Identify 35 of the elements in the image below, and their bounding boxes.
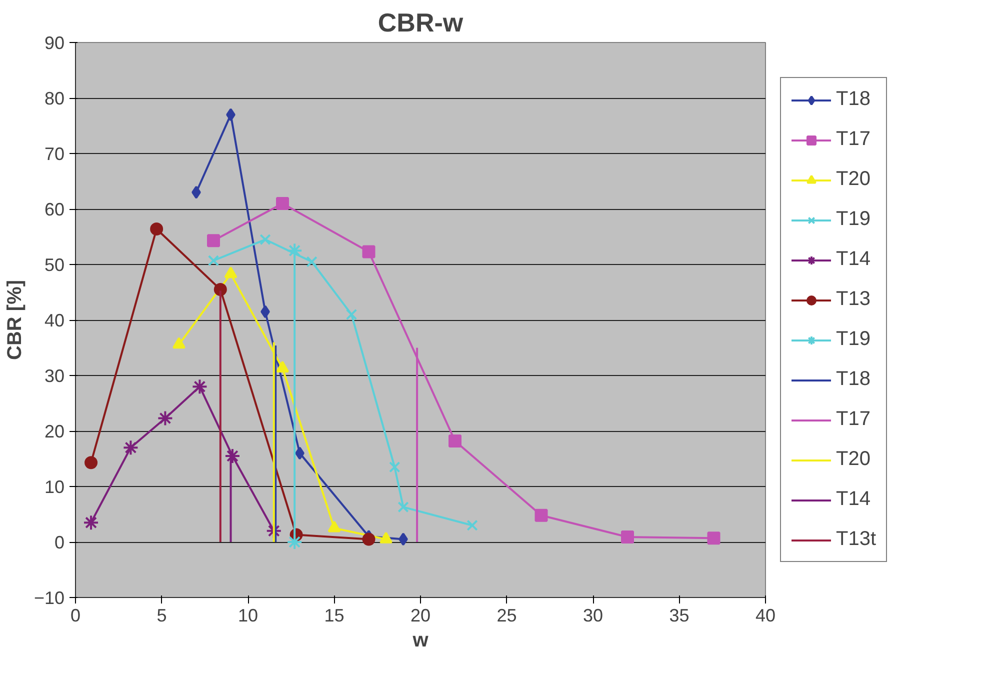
y-tick-label: −10 bbox=[34, 588, 65, 608]
x-tick-label: 35 bbox=[669, 606, 690, 626]
y-tick-label: 30 bbox=[44, 366, 65, 386]
legend-label: T14 bbox=[836, 488, 870, 511]
x-tick-label: 10 bbox=[238, 606, 258, 626]
legend-label: T14 bbox=[836, 248, 870, 271]
y-tick-label: 50 bbox=[44, 255, 65, 275]
legend-label: T19 bbox=[836, 328, 870, 351]
y-tick-label: 80 bbox=[44, 88, 65, 108]
x-tick-label: 15 bbox=[324, 606, 344, 626]
legend-label: T13t bbox=[836, 528, 876, 551]
legend-label: T18 bbox=[836, 88, 870, 111]
x-tick-label: 25 bbox=[496, 606, 517, 626]
y-tick-label: 70 bbox=[44, 144, 65, 164]
legend-label: T18 bbox=[836, 368, 870, 391]
x-tick-label: 0 bbox=[70, 606, 81, 626]
y-tick-label: 90 bbox=[44, 33, 65, 53]
x-axis-title: w bbox=[412, 630, 429, 652]
y-tick-label: 20 bbox=[44, 422, 65, 442]
legend-label: T19 bbox=[836, 208, 870, 231]
x-tick-label: 5 bbox=[156, 606, 167, 626]
legend-label: T17 bbox=[836, 128, 870, 151]
y-tick-label: 10 bbox=[44, 477, 65, 497]
y-tick-label: 0 bbox=[54, 532, 65, 552]
y-tick-label: 40 bbox=[44, 310, 65, 330]
legend-label: T13 bbox=[836, 288, 870, 311]
x-tick-label: 20 bbox=[410, 606, 431, 626]
x-tick-label: 40 bbox=[755, 606, 776, 626]
legend-label: T17 bbox=[836, 408, 870, 431]
x-tick-label: 30 bbox=[582, 606, 604, 626]
y-tick-label: 60 bbox=[44, 200, 65, 220]
y-axis-title: CBR [%] bbox=[4, 280, 26, 360]
legend-label: T20 bbox=[836, 168, 870, 191]
legend-label: T20 bbox=[836, 448, 870, 471]
chart-title: CBR-w bbox=[378, 8, 464, 38]
